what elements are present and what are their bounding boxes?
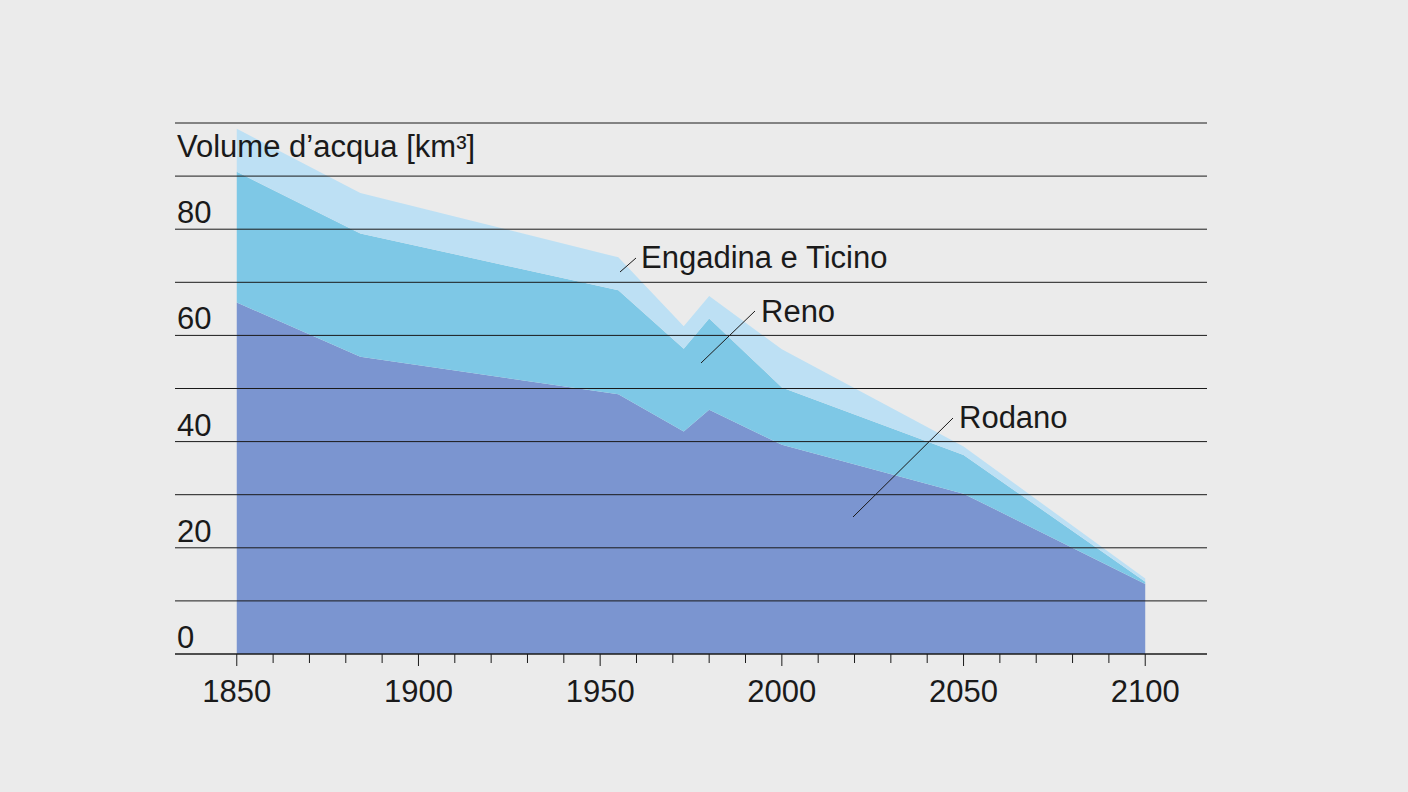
x-tick-label: 1850 xyxy=(202,674,271,709)
y-tick-label: 60 xyxy=(177,301,211,336)
grid-line xyxy=(175,335,1207,336)
areas xyxy=(237,129,1145,654)
grid xyxy=(175,123,1207,654)
x-minor-tick xyxy=(491,654,492,663)
x-minor-tick xyxy=(927,654,928,663)
chart: 0 20 40 60 80 Volume d’acqua [km³] 1850 1900 195… xyxy=(0,0,1408,792)
leader-line xyxy=(853,418,953,517)
x-minor-tick xyxy=(382,654,383,663)
y-tick-label: 40 xyxy=(177,408,211,443)
x-minor-tick xyxy=(563,654,564,663)
grid-line xyxy=(175,229,1207,230)
grid-line xyxy=(175,494,1207,495)
series-label: Engadina e Ticino xyxy=(641,240,887,275)
x-minor-tick xyxy=(1108,654,1109,663)
x-minor-tick xyxy=(636,654,637,663)
x-minor-tick xyxy=(345,654,346,663)
x-minor-tick xyxy=(709,654,710,663)
x-tick-label: 2100 xyxy=(1111,674,1180,709)
series-labels: Rodano Reno Engadina e Ticino xyxy=(620,240,1068,517)
x-tick-label: 1900 xyxy=(384,674,453,709)
series-label: Reno xyxy=(761,294,835,329)
leader-line xyxy=(701,311,755,363)
x-tick xyxy=(963,654,964,666)
x-minor-tick xyxy=(818,654,819,663)
x-tick xyxy=(781,654,782,666)
x-axis-line xyxy=(175,653,1207,654)
grid-line xyxy=(175,388,1207,389)
x-minor-tick xyxy=(1036,654,1037,663)
x-minor-tick xyxy=(273,654,274,663)
x-minor-tick xyxy=(454,654,455,663)
grid-line xyxy=(175,123,1207,124)
x-minor-tick xyxy=(745,654,746,663)
grid-line xyxy=(175,654,1207,655)
grid-line xyxy=(175,176,1207,177)
x-tick xyxy=(236,654,237,666)
x-minor-tick xyxy=(890,654,891,663)
leader-line xyxy=(620,258,636,272)
x-minor-tick xyxy=(999,654,1000,663)
y-tick-label: 80 xyxy=(177,195,211,230)
x-tick-label: 1950 xyxy=(566,674,635,709)
grid-line xyxy=(175,547,1207,548)
x-minor-tick xyxy=(854,654,855,663)
area xyxy=(237,129,1145,582)
x-ticks: 1850 1900 1950 2000 2050 2100 xyxy=(202,654,1179,709)
x-tick xyxy=(1145,654,1146,666)
x-tick-label: 2000 xyxy=(747,674,816,709)
x-tick-label: 2050 xyxy=(929,674,998,709)
y-tick-label: 0 xyxy=(177,620,194,655)
x-minor-tick xyxy=(672,654,673,663)
x-tick xyxy=(600,654,601,666)
series-label: Rodano xyxy=(959,400,1068,435)
chart-svg: 0 20 40 60 80 Volume d’acqua [km³] 1850 1900 195… xyxy=(0,0,1408,792)
y-axis-label: Volume d’acqua [km³] xyxy=(177,129,475,164)
x-minor-tick xyxy=(1072,654,1073,663)
x-minor-tick xyxy=(309,654,310,663)
x-minor-tick xyxy=(527,654,528,663)
grid-line xyxy=(175,282,1207,283)
x-tick xyxy=(418,654,419,666)
y-tick-label: 20 xyxy=(177,514,211,549)
grid-line xyxy=(175,600,1207,601)
grid-line xyxy=(175,441,1207,442)
y-tick-labels: 0 20 40 60 80 xyxy=(177,195,211,655)
